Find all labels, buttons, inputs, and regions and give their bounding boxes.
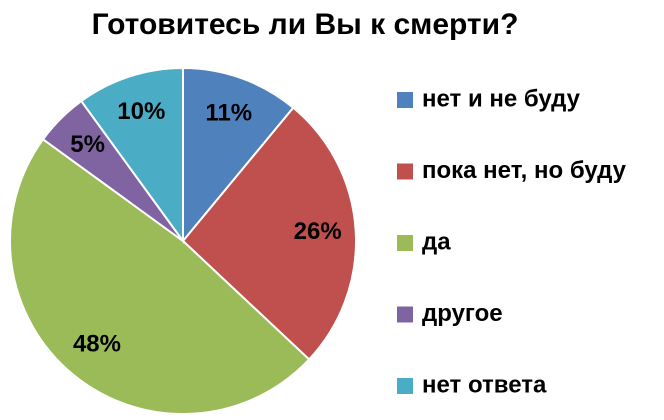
pie-slice	[79, 66, 184, 245]
legend-swatch	[397, 235, 413, 251]
chart-title: Готовитесь ли Вы к смерти?	[92, 8, 519, 41]
legend-label: другое	[422, 300, 503, 327]
pie-slice	[8, 137, 311, 416]
data-label: 26%	[294, 218, 342, 245]
pie-slice	[181, 106, 357, 361]
pie-slice	[182, 66, 295, 244]
data-label: 5%	[70, 131, 105, 158]
data-label: 11%	[205, 99, 252, 126]
legend-swatch	[397, 92, 413, 108]
legend-label: нет ответа	[422, 371, 547, 398]
legend-swatch	[397, 378, 413, 394]
legend-label: нет и не буду	[422, 85, 581, 112]
data-label: 48%	[73, 330, 121, 357]
legend-label: пока нет, но буду	[422, 157, 627, 184]
data-label: 10%	[117, 98, 165, 125]
legend-label: да	[422, 228, 451, 255]
legend-swatch	[397, 163, 413, 180]
legend-swatch	[397, 306, 413, 323]
